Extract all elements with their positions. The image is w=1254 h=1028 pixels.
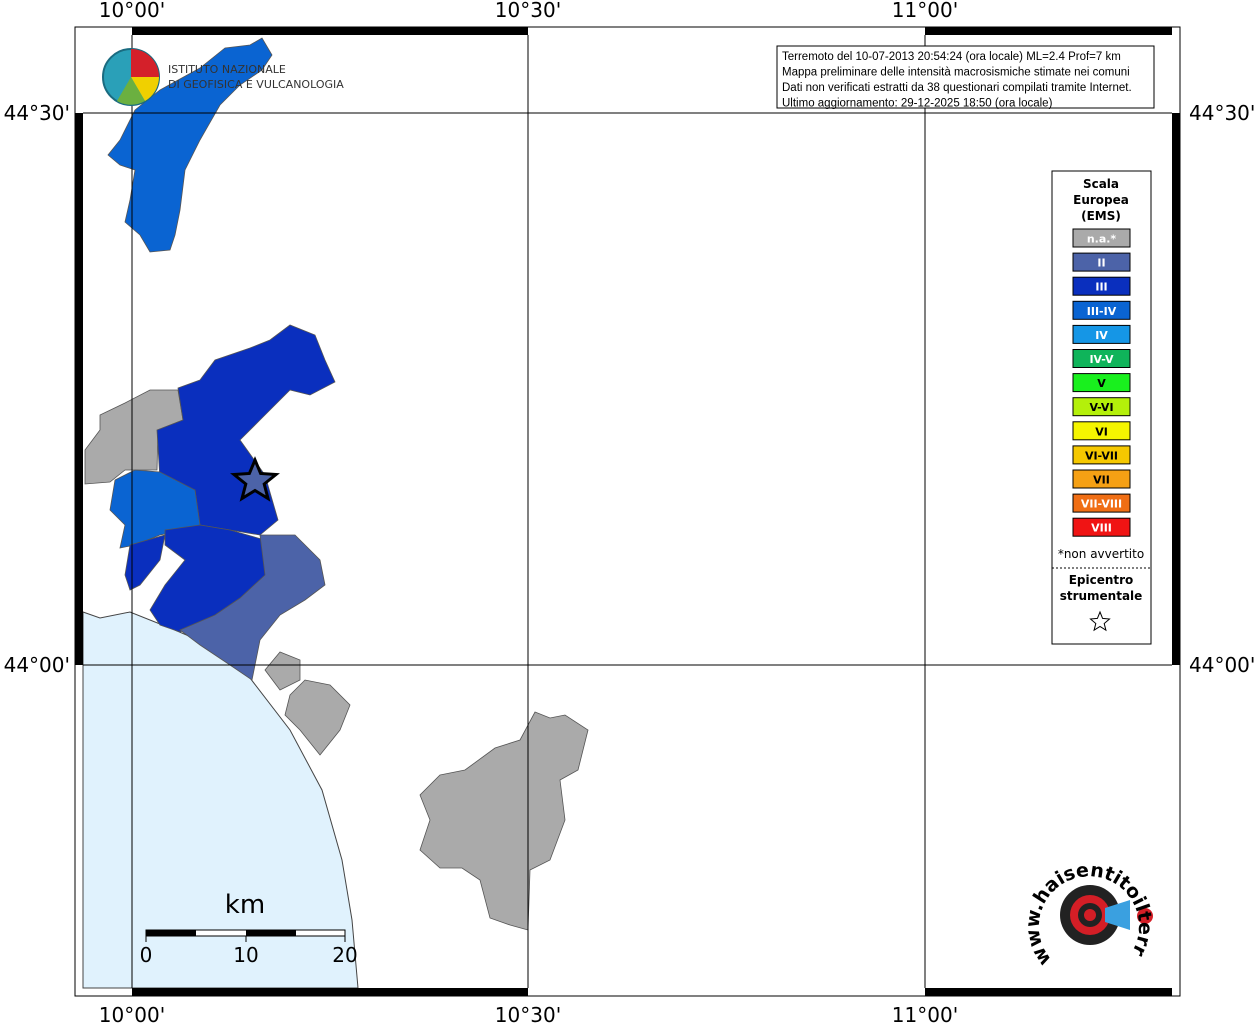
lat-label: 44°30'	[1189, 101, 1254, 125]
ingv-logo: ISTITUTO NAZIONALE DI GEOFISICA E VULCAN…	[102, 48, 344, 106]
legend-label: III	[1095, 281, 1107, 294]
legend: ScalaEuropea(EMS)n.a.*IIIIIIII-IVIVIV-VV…	[1072, 177, 1131, 537]
lat-label: 44°00'	[4, 653, 70, 677]
legend-label: IV-V	[1089, 353, 1114, 366]
legend-swatch	[1072, 493, 1131, 513]
legend-swatch	[1072, 349, 1131, 368]
region	[419, 711, 589, 931]
lon-label: 10°30'	[495, 0, 561, 22]
legend-label: VIII	[1091, 522, 1112, 535]
legend-label: III-IV	[1087, 305, 1117, 318]
legend-title: Scala	[1083, 177, 1119, 191]
legend-swatch	[1072, 252, 1131, 272]
legend-swatch	[1072, 300, 1131, 320]
legend-epicenter: strumentale	[1060, 589, 1143, 603]
lon-label: 10°30'	[495, 1003, 561, 1024]
scale-unit: km	[225, 890, 265, 920]
logo-text: DI GEOFISICA E VULCANOLOGIA	[168, 78, 344, 91]
legend-label: VII	[1093, 474, 1110, 487]
scale-bar: km 0 10 20	[140, 890, 358, 967]
legend-label: VI	[1095, 425, 1108, 438]
lat-label: 44°30'	[4, 101, 70, 125]
legend-label: IV	[1095, 329, 1108, 342]
info-lines: Terremoto del 10-07-2013 20:54:24 (ora l…	[782, 51, 1132, 110]
legend-swatch	[1072, 276, 1131, 296]
legend-swatch	[1072, 421, 1131, 441]
lon-label: 11°00'	[892, 0, 958, 22]
legend-swatch	[1072, 324, 1131, 344]
legend-swatch	[1072, 469, 1131, 489]
lon-label: 11°00'	[892, 1003, 958, 1024]
legend-label: n.a.*	[1087, 233, 1117, 246]
info-line: Ultimo aggiornamento: 29-12-2025 18:50 (…	[782, 98, 1053, 110]
legend-swatch	[1072, 373, 1131, 393]
info-box	[776, 45, 1155, 109]
info-line: Dati non verificati estratti da 38 quest…	[782, 82, 1132, 94]
legend-title: Europea	[1073, 193, 1129, 207]
lon-label: 10°00'	[99, 1003, 165, 1024]
legend-swatch	[1072, 397, 1131, 417]
border-bars	[75, 27, 1180, 996]
lon-label: 10°00'	[99, 0, 165, 22]
legend-label: V	[1097, 377, 1106, 390]
legend-label: II	[1097, 257, 1105, 270]
epicenter	[230, 456, 280, 502]
info-line: Terremoto del 10-07-2013 20:54:24 (ora l…	[782, 51, 1121, 63]
region	[264, 651, 301, 691]
legend-label: VII-VIII	[1081, 498, 1122, 511]
legend-note: *non avvertito	[1058, 547, 1144, 561]
legend-star	[1089, 610, 1111, 632]
legend-swatch	[1072, 445, 1131, 465]
legend-label: VI-VII	[1085, 449, 1118, 462]
legend-title: (EMS)	[1081, 209, 1121, 223]
legend-swatch	[1072, 228, 1131, 248]
region	[179, 534, 326, 681]
legend-label: V-VI	[1089, 401, 1113, 414]
graticule	[83, 35, 1172, 988]
lat-label: 44°00'	[1189, 653, 1254, 677]
legend-swatch	[1072, 517, 1131, 537]
scale-tick: 0	[140, 943, 153, 967]
info-line: Mappa preliminare delle intensità macros…	[782, 67, 1130, 79]
region	[284, 679, 351, 756]
scale-tick: 10	[233, 943, 258, 967]
legend-epicenter: Epicentro	[1069, 573, 1134, 587]
logo-text: ISTITUTO NAZIONALE	[168, 63, 286, 76]
scale-tick: 20	[332, 943, 357, 967]
